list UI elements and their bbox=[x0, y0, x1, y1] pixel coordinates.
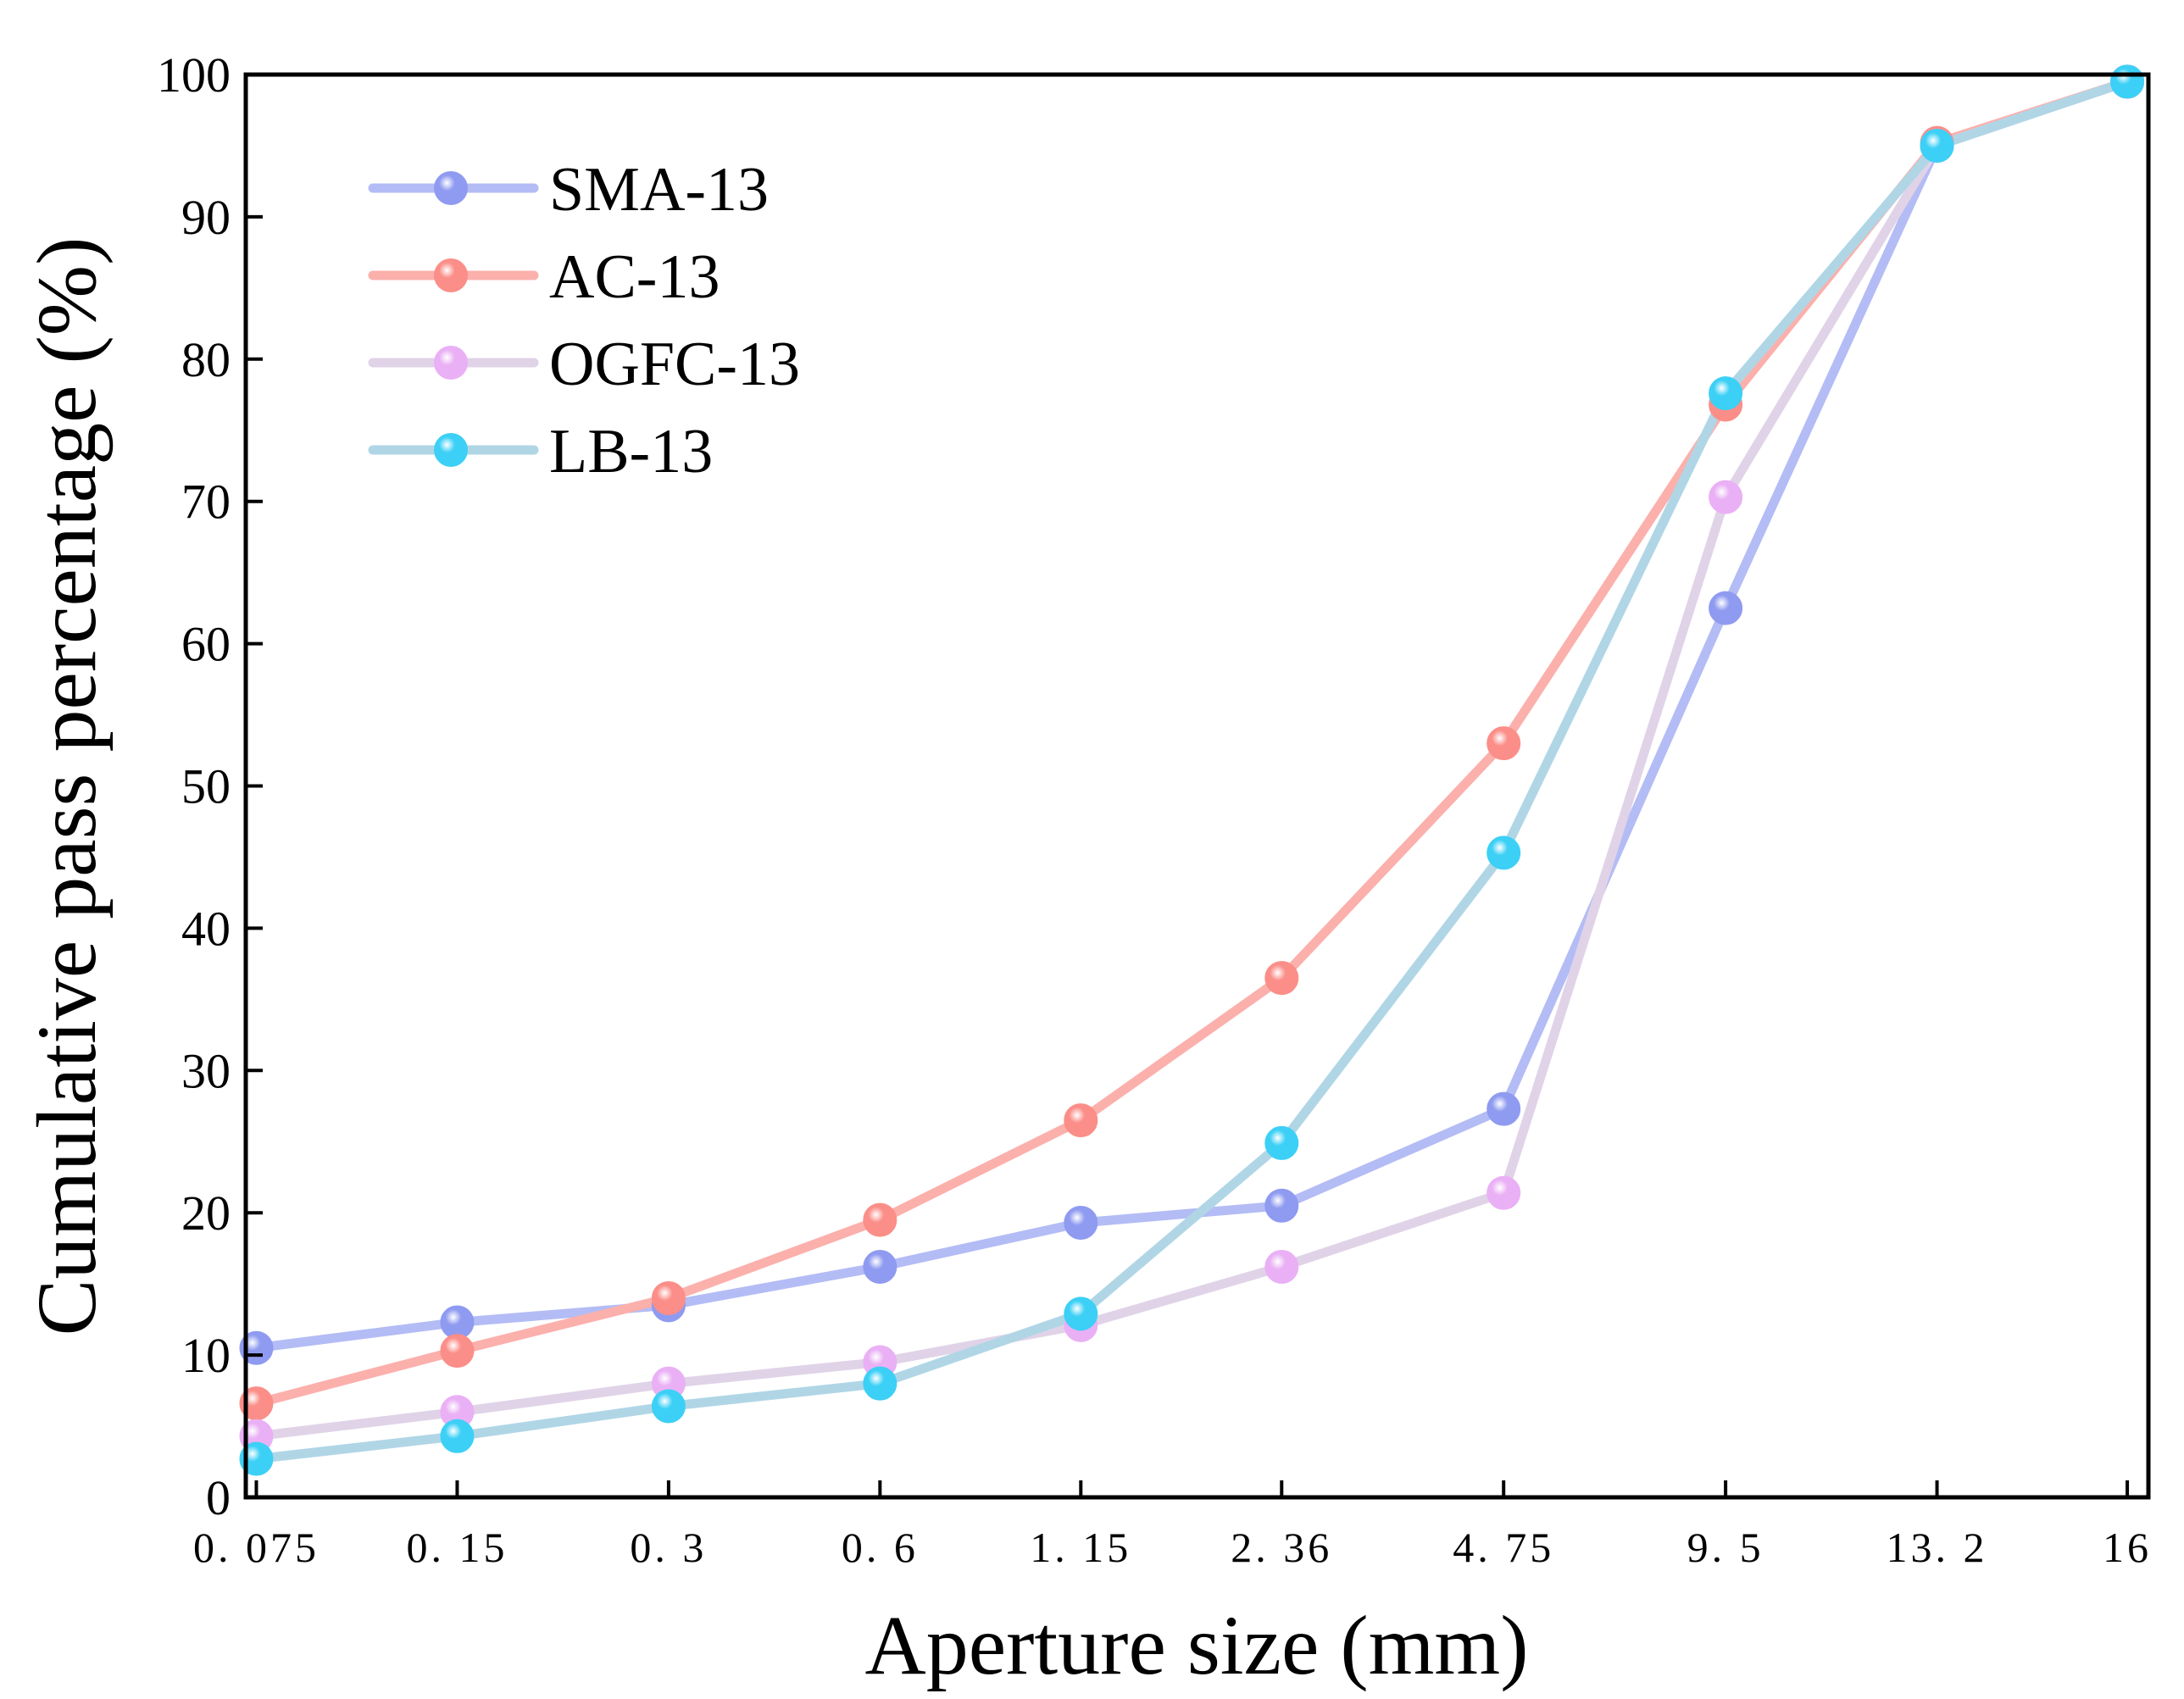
x-tick-label: 0. 075 bbox=[193, 1524, 320, 1571]
data-point-lb-13 bbox=[651, 1389, 686, 1424]
series-line-ogfc-13 bbox=[255, 77, 2129, 1441]
legend-label-lb-13: LB-13 bbox=[549, 417, 713, 486]
data-point-ogfc-13 bbox=[1487, 1175, 1521, 1210]
data-point-sma-13 bbox=[440, 1305, 475, 1340]
data-point-sma-13 bbox=[1709, 591, 1743, 625]
data-point-lb-13 bbox=[1064, 1296, 1098, 1331]
x-tick-label: 16 bbox=[2103, 1524, 2152, 1571]
x-tick-label: 4. 75 bbox=[1453, 1524, 1554, 1571]
legend-label-sma-13: SMA-13 bbox=[549, 155, 769, 225]
data-point-sma-13 bbox=[863, 1250, 897, 1285]
plot-frame bbox=[243, 72, 2151, 1500]
legend-marker-ogfc-13 bbox=[434, 346, 468, 380]
y-tick-label: 20 bbox=[181, 1185, 231, 1241]
series-layer bbox=[239, 64, 2145, 1476]
y-tick-label: 30 bbox=[181, 1043, 231, 1098]
x-tick-label: 13. 2 bbox=[1887, 1524, 1988, 1571]
data-point-lb-13 bbox=[863, 1366, 897, 1401]
y-axis-ticks: 0 10 20 30 40 50 60 70 80 90 100 bbox=[157, 47, 263, 1525]
y-tick-label: 90 bbox=[181, 190, 231, 245]
legend-marker-lb-13 bbox=[434, 433, 468, 467]
data-point-lb-13 bbox=[1264, 1125, 1299, 1160]
data-point-lb-13 bbox=[1487, 836, 1521, 870]
data-point-ogfc-13 bbox=[1709, 480, 1743, 514]
data-point-ac-13 bbox=[1264, 961, 1299, 996]
data-point-ac-13 bbox=[440, 1334, 475, 1369]
legend-label-ac-13: AC-13 bbox=[549, 242, 720, 312]
y-tick-label: 60 bbox=[181, 617, 231, 672]
legend: SMA-13 AC-13 OGFC-13 LB-13 bbox=[368, 155, 800, 486]
data-point-sma-13 bbox=[1264, 1188, 1299, 1223]
legend-marker-ac-13 bbox=[434, 258, 468, 292]
legend-marker-sma-13 bbox=[434, 171, 468, 205]
x-tick-label: 2. 36 bbox=[1231, 1524, 1332, 1571]
x-tick-label: 9. 5 bbox=[1687, 1524, 1764, 1571]
x-axis-ticks: 0. 075 0. 15 0. 3 0. 6 1. 15 2. 36 4. 75 9. 5 13… bbox=[193, 1480, 2152, 1571]
y-tick-label: 70 bbox=[181, 475, 231, 530]
data-point-sma-13 bbox=[1064, 1205, 1098, 1240]
data-point-lb-13 bbox=[1920, 128, 1954, 163]
x-axis-title: Aperture size (mm) bbox=[864, 1598, 1528, 1692]
data-point-lb-13 bbox=[2110, 64, 2145, 99]
y-tick-label: 10 bbox=[181, 1328, 231, 1383]
y-axis-title: Cumulative pass percentage (%) bbox=[19, 237, 114, 1336]
data-point-ac-13 bbox=[863, 1202, 897, 1237]
series-line-ac-13 bbox=[255, 77, 2129, 1408]
data-point-ogfc-13 bbox=[1264, 1250, 1299, 1285]
x-tick-label: 1. 15 bbox=[1030, 1524, 1131, 1571]
data-point-ac-13 bbox=[651, 1280, 686, 1315]
data-point-ac-13 bbox=[1064, 1103, 1098, 1138]
y-tick-label: 40 bbox=[181, 901, 231, 956]
y-tick-label: 50 bbox=[181, 759, 231, 814]
y-tick-label: 80 bbox=[181, 332, 231, 387]
legend-label-ogfc-13: OGFC-13 bbox=[549, 330, 800, 399]
data-point-lb-13 bbox=[440, 1419, 475, 1453]
y-tick-label: 100 bbox=[157, 47, 231, 103]
x-tick-label: 0. 3 bbox=[630, 1524, 707, 1571]
series-line-sma-13 bbox=[255, 77, 2129, 1353]
data-point-lb-13 bbox=[239, 1441, 274, 1476]
data-point-lb-13 bbox=[1709, 376, 1743, 411]
data-point-sma-13 bbox=[1487, 1091, 1521, 1126]
x-tick-label: 0. 6 bbox=[842, 1524, 919, 1571]
y-tick-label: 0 bbox=[206, 1470, 231, 1525]
series-line-lb-13 bbox=[255, 77, 2129, 1464]
x-tick-label: 0. 15 bbox=[406, 1524, 508, 1571]
data-point-ac-13 bbox=[1487, 726, 1521, 761]
